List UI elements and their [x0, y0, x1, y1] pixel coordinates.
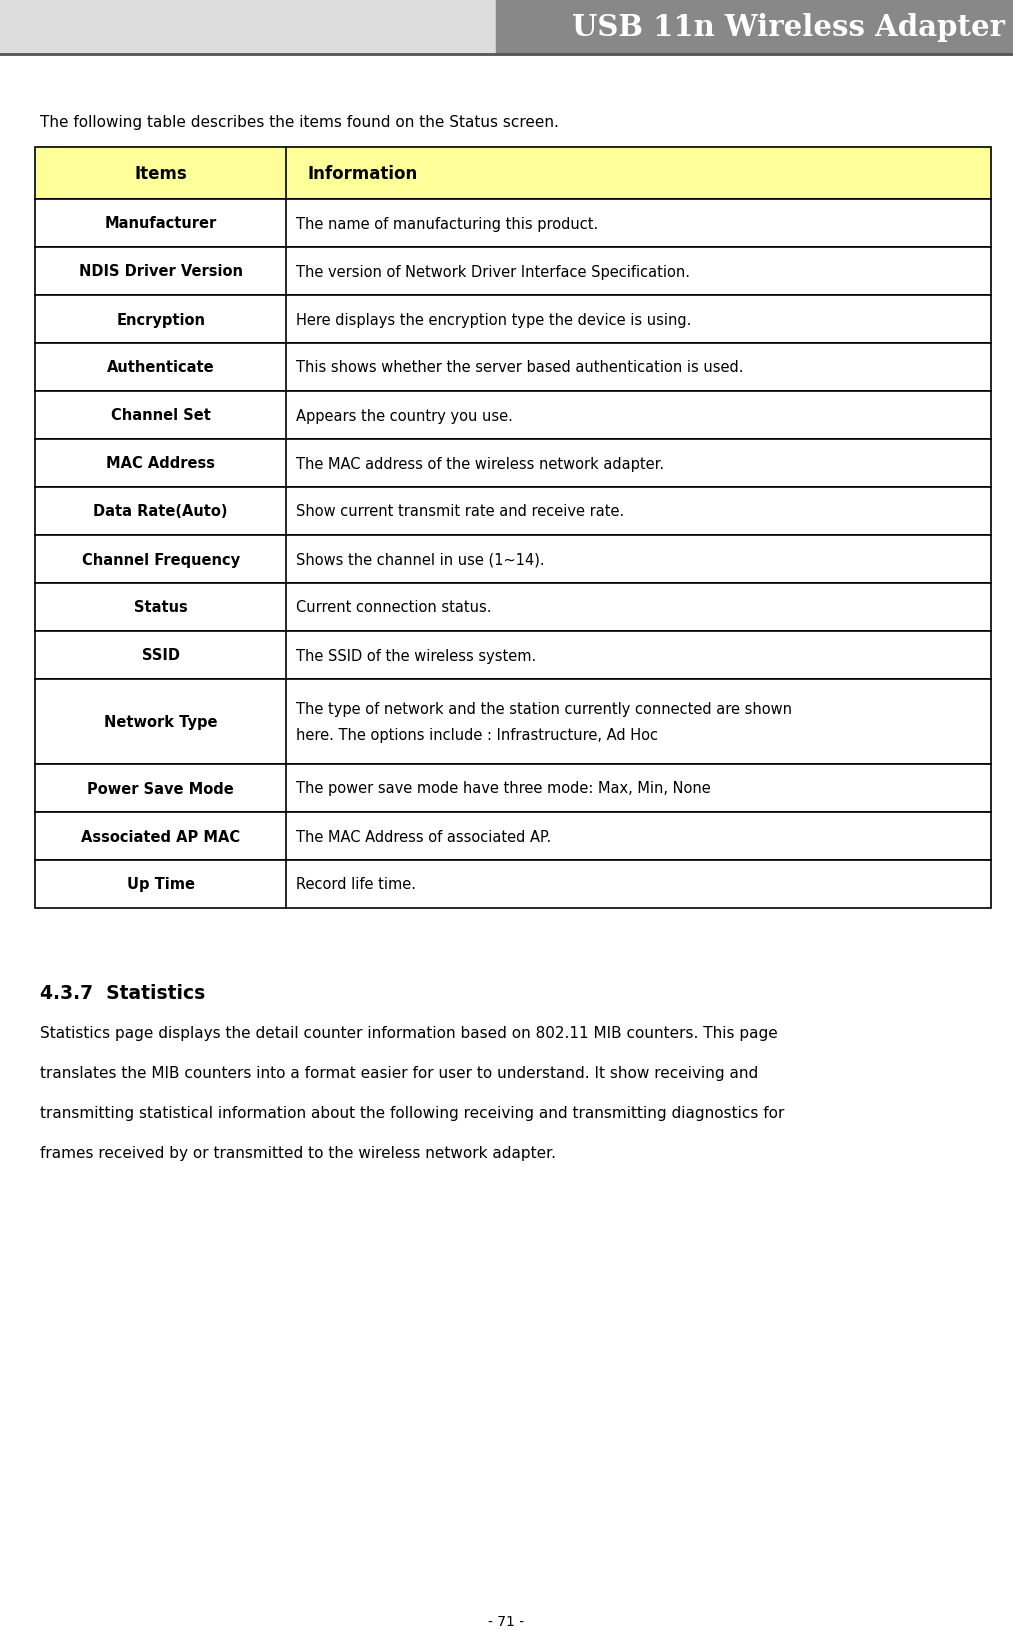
Bar — [35, 680, 991, 764]
Text: USB 11n Wireless Adapter: USB 11n Wireless Adapter — [572, 13, 1005, 42]
Text: Items: Items — [135, 165, 187, 183]
Text: Here displays the encryption type the device is using.: Here displays the encryption type the de… — [297, 313, 692, 328]
Text: Status: Status — [134, 600, 187, 615]
Text: Channel Frequency: Channel Frequency — [82, 553, 240, 567]
Text: Power Save Mode: Power Save Mode — [87, 781, 234, 795]
Text: Information: Information — [308, 165, 417, 183]
Text: SSID: SSID — [142, 649, 179, 663]
Text: Associated AP MAC: Associated AP MAC — [81, 830, 240, 844]
Text: The type of network and the station currently connected are shown: The type of network and the station curr… — [297, 701, 792, 717]
Bar — [35, 200, 991, 248]
Text: frames received by or transmitted to the wireless network adapter.: frames received by or transmitted to the… — [40, 1146, 556, 1161]
Text: Show current transmit rate and receive rate.: Show current transmit rate and receive r… — [297, 504, 625, 520]
Text: Record life time.: Record life time. — [297, 877, 416, 892]
Bar — [35, 536, 991, 584]
Text: 4.3.7  Statistics: 4.3.7 Statistics — [40, 983, 206, 1002]
Text: Statistics page displays the detail counter information based on 802.11 MIB coun: Statistics page displays the detail coun… — [40, 1025, 778, 1040]
Bar — [35, 248, 991, 295]
Bar — [35, 440, 991, 487]
Text: The power save mode have three mode: Max, Min, None: The power save mode have three mode: Max… — [297, 781, 711, 795]
Text: The MAC address of the wireless network adapter.: The MAC address of the wireless network … — [297, 456, 665, 471]
Text: This shows whether the server based authentication is used.: This shows whether the server based auth… — [297, 360, 744, 375]
Bar — [35, 861, 991, 908]
Bar — [35, 148, 991, 200]
Text: Appears the country you use.: Appears the country you use. — [297, 408, 514, 424]
Bar — [35, 295, 991, 344]
Text: - 71 -: - 71 - — [488, 1614, 525, 1628]
Text: Network Type: Network Type — [104, 714, 218, 730]
Text: NDIS Driver Version: NDIS Driver Version — [79, 264, 243, 279]
Bar — [35, 764, 991, 812]
Text: Up Time: Up Time — [127, 877, 194, 892]
Text: translates the MIB counters into a format easier for user to understand. It show: translates the MIB counters into a forma… — [40, 1066, 759, 1081]
Bar — [35, 344, 991, 391]
Text: Manufacturer: Manufacturer — [104, 217, 217, 231]
Text: Authenticate: Authenticate — [107, 360, 215, 375]
Bar — [496, 0, 1013, 55]
Bar — [35, 631, 991, 680]
Text: here. The options include : Infrastructure, Ad Hoc: here. The options include : Infrastructu… — [297, 727, 658, 743]
Text: transmitting statistical information about the following receiving and transmitt: transmitting statistical information abo… — [40, 1105, 784, 1120]
Text: Channel Set: Channel Set — [110, 408, 211, 424]
Text: The name of manufacturing this product.: The name of manufacturing this product. — [297, 217, 599, 231]
Text: Current connection status.: Current connection status. — [297, 600, 492, 615]
Text: MAC Address: MAC Address — [106, 456, 215, 471]
Text: The following table describes the items found on the Status screen.: The following table describes the items … — [40, 116, 559, 130]
Text: The version of Network Driver Interface Specification.: The version of Network Driver Interface … — [297, 264, 691, 279]
Text: Data Rate(Auto): Data Rate(Auto) — [93, 504, 228, 520]
Bar — [35, 391, 991, 440]
Bar — [35, 584, 991, 631]
Bar — [35, 487, 991, 536]
Text: Encryption: Encryption — [116, 313, 206, 328]
Bar — [0, 0, 1013, 55]
Text: The MAC Address of associated AP.: The MAC Address of associated AP. — [297, 830, 552, 844]
Bar — [35, 812, 991, 861]
Text: The SSID of the wireless system.: The SSID of the wireless system. — [297, 649, 537, 663]
Text: Shows the channel in use (1~14).: Shows the channel in use (1~14). — [297, 553, 545, 567]
Bar — [0, 0, 496, 55]
